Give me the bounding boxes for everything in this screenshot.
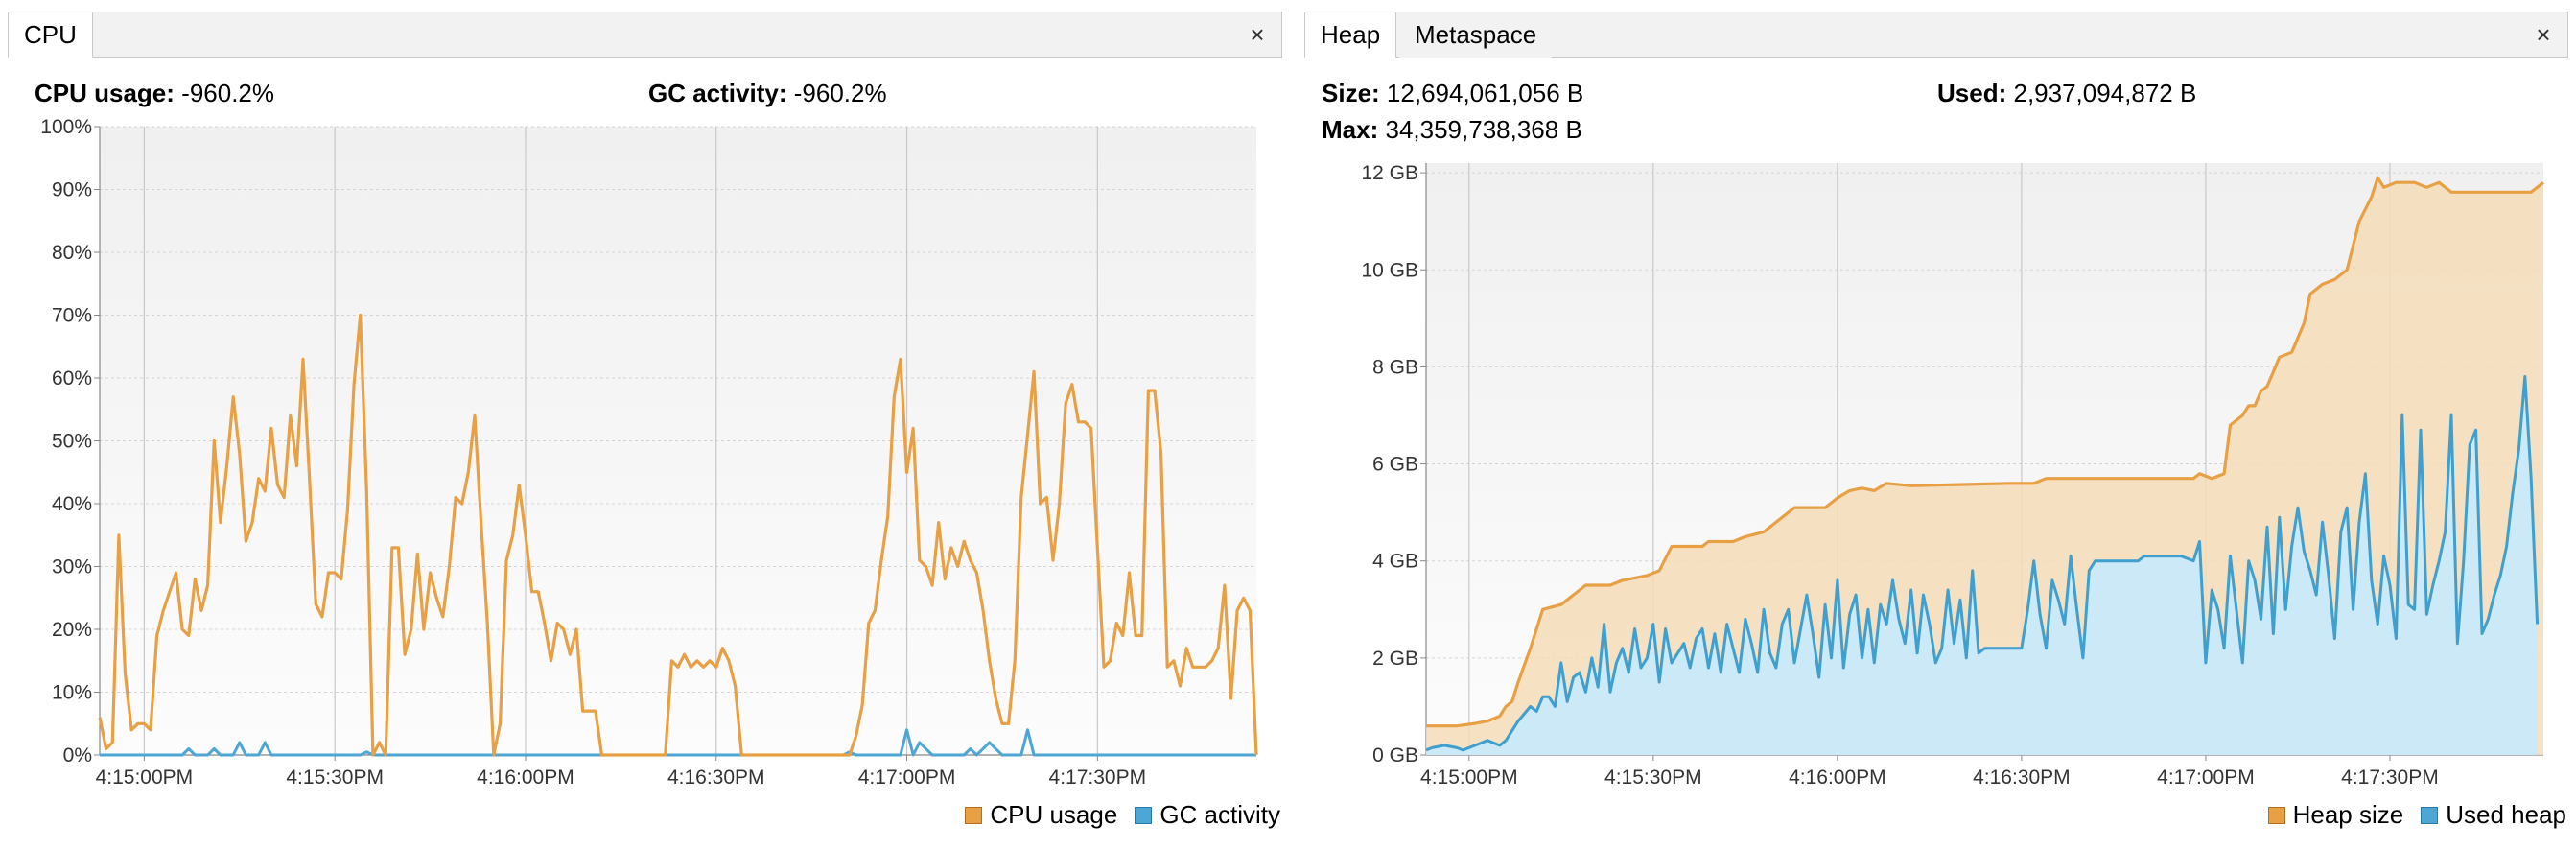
cpu-chart: 0% 10% 20% 30% 40% 50% 60% 70% 80% 90% 100% 4:15:00… bbox=[40, 116, 1258, 789]
cpu-panel: CPU × CPU usage: -960.2% GC activity: -9… bbox=[8, 12, 1282, 830]
gc-activity-stat: GC activity: -960.2% bbox=[648, 79, 887, 108]
gc-activity-stat-value: -960.2% bbox=[793, 79, 887, 107]
tab-cpu[interactable]: CPU bbox=[8, 12, 93, 58]
cpu-usage-swatch bbox=[965, 806, 983, 824]
x-tick-label: 4:15:00PM bbox=[1420, 767, 1518, 789]
y-tick-label: 90% bbox=[52, 179, 92, 201]
gc-activity-swatch bbox=[1135, 806, 1153, 824]
gc-activity-line bbox=[100, 728, 1256, 757]
x-tick-label: 4:16:00PM bbox=[477, 767, 574, 789]
legend-item-used-heap: Used heap bbox=[2421, 800, 2566, 830]
heap-used-stat-value: 2,937,094,872 B bbox=[2013, 79, 2197, 107]
memory-tab-bar: Heap Metaspace × bbox=[1304, 12, 2568, 58]
y-tick-label: 2 GB bbox=[1372, 648, 1418, 670]
tab-metaspace[interactable]: Metaspace bbox=[1399, 12, 1553, 58]
y-tick-label: 100% bbox=[40, 116, 92, 138]
y-tick-label: 4 GB bbox=[1372, 551, 1418, 573]
heap-size-swatch bbox=[2267, 806, 2285, 824]
y-tick-label: 30% bbox=[52, 556, 92, 578]
close-icon[interactable]: × bbox=[1250, 20, 1265, 49]
heap-used-stat-label: Used: bbox=[1937, 79, 2007, 107]
legend-label-used-heap: Used heap bbox=[2446, 800, 2566, 829]
used-heap-line bbox=[1425, 375, 2540, 752]
x-tick-label: 4:16:30PM bbox=[667, 767, 765, 789]
x-tick-label: 4:16:30PM bbox=[1973, 767, 2071, 789]
legend-label-cpu-usage: CPU usage bbox=[990, 800, 1118, 829]
x-tick-label: 4:17:30PM bbox=[2341, 767, 2439, 789]
x-tick-label: 4:17:00PM bbox=[858, 767, 956, 789]
x-tick-label: 4:15:30PM bbox=[1604, 767, 1702, 789]
cpu-usage-line bbox=[98, 313, 1258, 757]
y-tick-label: 0 GB bbox=[1372, 744, 1418, 767]
heap-legend: Heap size Used heap bbox=[2259, 800, 2566, 830]
y-tick-label: 6 GB bbox=[1372, 454, 1418, 476]
cpu-tab-bar: CPU × bbox=[8, 12, 1282, 58]
heap-used-stat: Used: 2,937,094,872 B bbox=[1937, 79, 2196, 108]
used-heap-area bbox=[1426, 376, 2538, 755]
x-tick-label: 4:15:00PM bbox=[96, 767, 194, 789]
x-tick-label: 4:17:30PM bbox=[1049, 767, 1147, 789]
y-tick-label: 80% bbox=[52, 242, 92, 264]
heap-size-stat-label: Size: bbox=[1322, 79, 1380, 107]
y-tick-label: 50% bbox=[52, 431, 92, 453]
gc-activity-stat-label: GC activity: bbox=[648, 79, 787, 107]
tab-cpu-label: CPU bbox=[24, 20, 77, 49]
x-tick-label: 4:17:00PM bbox=[2157, 767, 2255, 789]
y-tick-label: 0% bbox=[63, 744, 92, 767]
heap-max-stat: Max: 34,359,738,368 B bbox=[1322, 115, 1582, 145]
tab-heap-label: Heap bbox=[1321, 20, 1381, 49]
tab-metaspace-label: Metaspace bbox=[1415, 20, 1537, 49]
cpu-usage-stat-label: CPU usage: bbox=[35, 79, 175, 107]
legend-label-gc-activity: GC activity bbox=[1159, 800, 1280, 829]
cpu-usage-stat-value: -960.2% bbox=[181, 79, 274, 107]
y-tick-label: 40% bbox=[52, 493, 92, 515]
tab-heap[interactable]: Heap bbox=[1304, 12, 1397, 58]
heap-size-stat-value: 12,694,061,056 B bbox=[1386, 79, 1584, 107]
heap-size-stat: Size: 12,694,061,056 B bbox=[1322, 79, 1583, 108]
heap-max-stat-label: Max: bbox=[1322, 115, 1379, 144]
y-tick-label: 10% bbox=[52, 682, 92, 704]
cpu-usage-stat: CPU usage: -960.2% bbox=[35, 79, 274, 108]
heap-max-stat-value: 34,359,738,368 B bbox=[1385, 115, 1582, 144]
memory-panel: Heap Metaspace × Size: 12,694,061,056 B … bbox=[1297, 0, 2576, 850]
close-icon[interactable]: × bbox=[2536, 20, 2551, 49]
heap-chart: 0 GB 2 GB 4 GB 6 GB 8 GB 10 GB 12 GB 4:15:00PM 4… bbox=[1361, 162, 2544, 789]
y-tick-label: 12 GB bbox=[1361, 162, 1418, 184]
y-tick-label: 70% bbox=[52, 305, 92, 327]
y-tick-label: 20% bbox=[52, 619, 92, 641]
y-tick-label: 10 GB bbox=[1361, 259, 1418, 281]
cpu-legend: CPU usage GC activity bbox=[955, 800, 1280, 830]
used-heap-swatch bbox=[2421, 806, 2439, 824]
x-tick-label: 4:15:30PM bbox=[286, 767, 384, 789]
legend-item-gc-activity: GC activity bbox=[1135, 800, 1280, 830]
legend-item-heap-size: Heap size bbox=[2267, 800, 2404, 830]
legend-label-heap-size: Heap size bbox=[2292, 800, 2404, 829]
y-tick-label: 60% bbox=[52, 367, 92, 390]
legend-item-cpu-usage: CPU usage bbox=[965, 800, 1117, 830]
y-tick-label: 8 GB bbox=[1372, 356, 1418, 378]
x-tick-label: 4:16:00PM bbox=[1789, 767, 1886, 789]
heap-size-line bbox=[1426, 176, 2544, 728]
